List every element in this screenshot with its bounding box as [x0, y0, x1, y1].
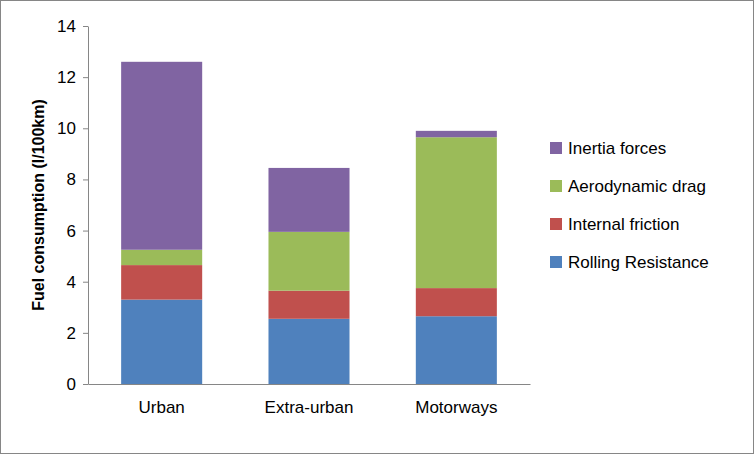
y-tick-mark — [83, 333, 88, 334]
legend-swatch — [550, 256, 562, 268]
legend-swatch — [550, 142, 562, 154]
y-tick-label: 12 — [57, 68, 76, 87]
y-tick-mark — [83, 231, 88, 232]
legend-label: Internal friction — [568, 215, 680, 234]
y-tick: 10 — [57, 119, 88, 138]
x-tick-label: Urban — [139, 398, 185, 417]
bar-segment — [121, 250, 202, 265]
y-tick-mark — [83, 384, 88, 385]
bar-segment — [268, 168, 349, 232]
y-axis: 0 2 4 6 8 10 12 14 — [57, 17, 88, 394]
y-tick-mark — [83, 282, 88, 283]
bar-segment — [121, 62, 202, 250]
bar-segment — [416, 316, 497, 384]
y-tick: 12 — [57, 68, 88, 87]
x-tick: Urban — [139, 384, 185, 417]
bar-segment — [416, 288, 497, 316]
x-axis-line — [89, 384, 531, 385]
chart: 0 2 4 6 8 10 12 14 Urban Extra-urban Motorways Fuel… — [0, 0, 754, 454]
y-tick-label: 4 — [67, 273, 76, 292]
bars — [121, 62, 497, 384]
bar-segment — [121, 265, 202, 300]
x-tick-label: Motorways — [415, 398, 497, 417]
legend-swatch — [550, 180, 562, 192]
y-tick: 6 — [67, 222, 88, 241]
y-tick-label: 0 — [67, 375, 76, 394]
y-tick: 0 — [67, 375, 88, 394]
bar-segment — [416, 137, 497, 288]
bar-segment — [268, 319, 349, 384]
y-axis-title: Fuel consumption (l/100km) — [30, 99, 47, 311]
y-tick-label: 2 — [67, 324, 76, 343]
chart-frame — [1, 1, 754, 454]
y-tick-mark — [83, 77, 88, 78]
x-tick-label: Extra-urban — [265, 398, 354, 417]
x-tick: Motorways — [415, 384, 497, 417]
bar-segment — [121, 300, 202, 384]
x-axis: Urban Extra-urban Motorways — [89, 384, 531, 417]
legend-swatch — [550, 218, 562, 230]
y-tick: 14 — [57, 17, 88, 36]
legend-label: Aerodynamic drag — [568, 177, 706, 196]
y-tick-mark — [83, 128, 88, 129]
y-tick-label: 10 — [57, 119, 76, 138]
x-tick: Extra-urban — [265, 384, 354, 417]
legend-label: Inertia forces — [568, 139, 666, 158]
y-tick: 8 — [67, 170, 88, 189]
y-tick-label: 6 — [67, 222, 76, 241]
bar-segment — [416, 131, 497, 137]
y-tick-label: 8 — [67, 170, 76, 189]
y-tick-mark — [83, 26, 88, 27]
y-tick-mark — [83, 179, 88, 180]
bar-segment — [268, 232, 349, 291]
legend-label: Rolling Resistance — [568, 253, 709, 272]
legend: Inertia forces Aerodynamic drag Internal f… — [550, 139, 709, 272]
y-tick-label: 14 — [57, 17, 76, 36]
bar-segment — [268, 291, 349, 319]
y-tick: 2 — [67, 324, 88, 343]
y-tick: 4 — [67, 273, 88, 292]
y-axis-line — [88, 27, 89, 385]
